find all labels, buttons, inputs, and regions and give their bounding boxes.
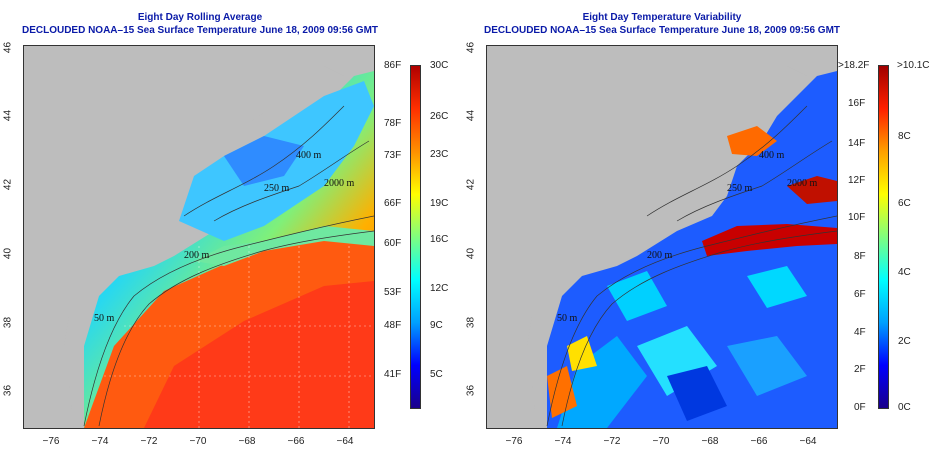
left-cb-f-1: 78F (384, 118, 402, 129)
left-xtick-76: −76 (42, 436, 60, 447)
warm-water-core (144, 281, 374, 428)
right-xtick-74: −74 (554, 436, 572, 447)
left-xtick-74: −74 (91, 436, 109, 447)
right-colorbar (878, 65, 889, 409)
graticule (104, 246, 374, 428)
left-cb-c-1: 26C (430, 111, 449, 122)
bathymetry-contours (83, 105, 374, 427)
right-ytick-38: 38 (465, 316, 477, 329)
contour-label-400m: 400 m (296, 150, 322, 161)
gulf-patch (727, 126, 777, 156)
left-cb-c-7: 5C (430, 369, 443, 380)
right-cb-f-6: 6F (854, 289, 866, 300)
left-xtick-66: −66 (287, 436, 305, 447)
contour-label-250m: 250 m (727, 183, 753, 194)
georges-bank (224, 136, 304, 186)
contour-label-200m: 200 m (184, 250, 210, 261)
right-cb-c-1: 8C (898, 131, 911, 142)
right-ytick-46: 46 (465, 41, 477, 54)
left-ytick-42: 42 (2, 178, 14, 191)
right-cb-c-0: >10.1C (897, 60, 930, 71)
left-xtick-72: −72 (140, 436, 158, 447)
left-cb-c-6: 9C (430, 320, 443, 331)
right-title-line2: DECLOUDED NOAA–15 Sea Surface Temperatur… (483, 25, 841, 36)
right-ytick-42: 42 (465, 178, 477, 191)
left-map-graphic: 400 m 2000 m 250 m 200 m 50 m (24, 46, 374, 428)
left-title: Eight Day Rolling Average DECLOUDED NOAA… (20, 11, 380, 37)
right-cb-c-2: 6C (898, 198, 911, 209)
right-cb-f-5: 8F (854, 251, 866, 262)
left-cb-f-6: 48F (384, 320, 402, 331)
left-cb-c-5: 12C (430, 283, 449, 294)
left-colorbar (410, 65, 421, 409)
left-title-line2: DECLOUDED NOAA–15 Sea Surface Temperatur… (21, 25, 379, 36)
left-cb-c-0: 30C (430, 60, 449, 71)
right-xtick-70: −70 (652, 436, 670, 447)
left-cb-f-7: 41F (384, 369, 402, 380)
high-variability-band (702, 224, 837, 256)
right-map-variability[interactable]: 400 m 2000 m 250 m 200 m 50 m (486, 45, 838, 429)
contour-label-50m: 50 m (557, 313, 578, 324)
right-cb-c-3: 4C (898, 267, 911, 278)
contour-label-200m: 200 m (647, 250, 673, 261)
left-cb-f-0: 86F (384, 60, 402, 71)
land-mainland (24, 46, 374, 428)
left-cb-c-2: 23C (430, 149, 449, 160)
left-ytick-36: 36 (2, 384, 14, 397)
left-ytick-46: 46 (2, 41, 14, 54)
right-xtick-66: −66 (750, 436, 768, 447)
variability-patches (547, 266, 807, 428)
right-cb-f-4: 10F (848, 212, 866, 223)
bathymetry-contours (546, 105, 837, 427)
right-cb-f-2: 14F (848, 138, 866, 149)
left-cb-c-3: 19C (430, 198, 449, 209)
land-mainland (487, 46, 837, 428)
left-xtick-64: −64 (336, 436, 354, 447)
contour-label-50m: 50 m (94, 313, 115, 324)
left-title-line1: Eight Day Rolling Average (137, 12, 263, 23)
right-xtick-72: −72 (603, 436, 621, 447)
right-title-line1: Eight Day Temperature Variability (582, 12, 742, 23)
left-cb-f-4: 60F (384, 238, 402, 249)
right-cb-f-9: 0F (854, 402, 866, 413)
right-cb-c-4: 2C (898, 336, 911, 347)
contour-label-250m: 250 m (264, 183, 290, 194)
right-cb-f-1: 16F (848, 98, 866, 109)
left-ytick-38: 38 (2, 316, 14, 329)
right-cb-f-3: 12F (848, 175, 866, 186)
right-xtick-64: −64 (799, 436, 817, 447)
left-xtick-68: −68 (238, 436, 256, 447)
left-cb-f-3: 66F (384, 198, 402, 209)
right-title: Eight Day Temperature Variability DECLOU… (482, 11, 842, 37)
high-variability-band-2 (787, 176, 837, 204)
right-cb-f-7: 4F (854, 327, 866, 338)
left-cb-c-4: 16C (430, 234, 449, 245)
right-cb-c-5: 0C (898, 402, 911, 413)
left-ytick-44: 44 (2, 109, 14, 122)
left-cb-f-2: 73F (384, 150, 402, 161)
left-map-sst[interactable]: 400 m 2000 m 250 m 200 m 50 m (23, 45, 375, 429)
right-cb-f-0: >18.2F (838, 60, 870, 71)
right-map-graphic: 400 m 2000 m 250 m 200 m 50 m (487, 46, 837, 428)
right-ytick-40: 40 (465, 247, 477, 260)
contour-label-400m: 400 m (759, 150, 785, 161)
right-ytick-36: 36 (465, 384, 477, 397)
right-xtick-68: −68 (701, 436, 719, 447)
right-cb-f-8: 2F (854, 364, 866, 375)
contour-label-2000m: 2000 m (787, 178, 818, 189)
contour-label-2000m: 2000 m (324, 178, 355, 189)
right-xtick-76: −76 (505, 436, 523, 447)
left-ytick-40: 40 (2, 247, 14, 260)
right-ytick-44: 44 (465, 109, 477, 122)
left-xtick-70: −70 (189, 436, 207, 447)
left-cb-f-5: 53F (384, 287, 402, 298)
